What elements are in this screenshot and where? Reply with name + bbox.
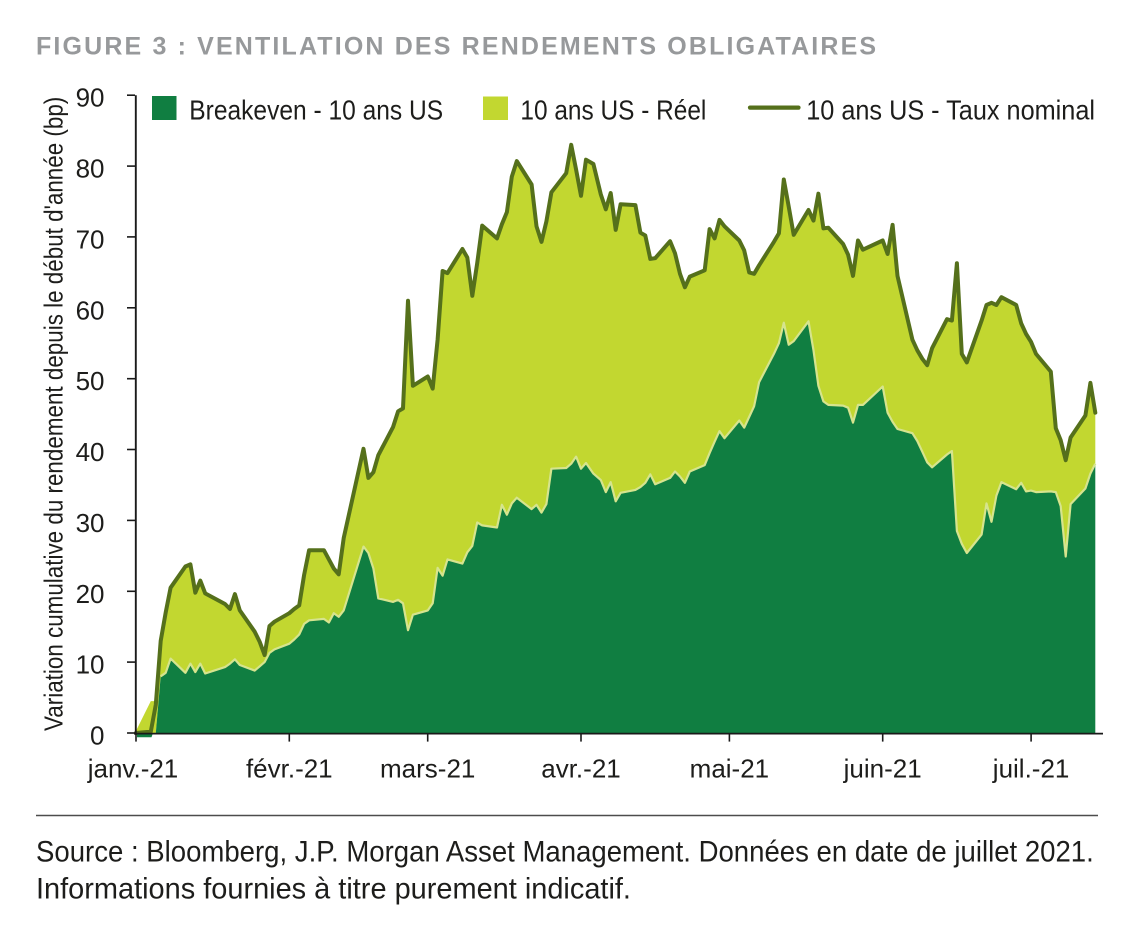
svg-text:60: 60 xyxy=(76,295,105,325)
svg-text:Source : Bloomberg, J.P. Morga: Source : Bloomberg, J.P. Morgan Asset Ma… xyxy=(36,835,1094,868)
svg-text:10: 10 xyxy=(76,650,105,680)
svg-text:Variation cumulative du rendem: Variation cumulative du rendement depuis… xyxy=(40,97,69,731)
svg-text:50: 50 xyxy=(76,366,105,396)
svg-text:0: 0 xyxy=(90,721,104,751)
svg-text:janv.-21: janv.-21 xyxy=(87,754,179,784)
svg-text:10 ans US - Taux nominal: 10 ans US - Taux nominal xyxy=(806,94,1095,125)
svg-text:FIGURE 3 : VENTILATION DES REN: FIGURE 3 : VENTILATION DES RENDEMENTS OB… xyxy=(36,33,878,61)
svg-text:20: 20 xyxy=(76,579,105,609)
svg-text:70: 70 xyxy=(76,224,105,254)
svg-text:80: 80 xyxy=(76,154,105,184)
svg-text:10 ans US - Réel: 10 ans US - Réel xyxy=(520,94,706,126)
svg-text:30: 30 xyxy=(76,508,105,538)
svg-text:90: 90 xyxy=(76,83,105,113)
svg-text:mai-21: mai-21 xyxy=(690,754,769,784)
svg-text:avr.-21: avr.-21 xyxy=(541,754,621,784)
svg-text:mars-21: mars-21 xyxy=(380,754,475,784)
svg-text:juil.-21: juil.-21 xyxy=(992,754,1070,784)
svg-text:juin-21: juin-21 xyxy=(843,754,922,784)
svg-text:Informations fournies à titre: Informations fournies à titre purement i… xyxy=(36,872,631,906)
svg-text:Breakeven - 10 ans US: Breakeven - 10 ans US xyxy=(189,94,443,126)
svg-text:40: 40 xyxy=(76,437,105,467)
svg-text:févr.-21: févr.-21 xyxy=(246,754,333,784)
